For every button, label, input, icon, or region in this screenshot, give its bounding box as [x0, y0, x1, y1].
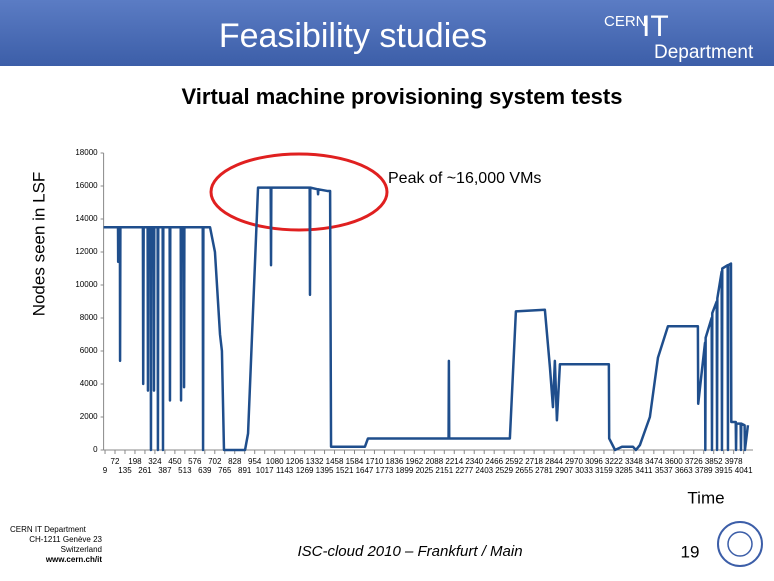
- highlight-ellipse: [209, 152, 389, 232]
- x-tick-label: 2025: [415, 466, 433, 475]
- x-tick-label: 828: [228, 457, 242, 466]
- x-tick-label: 3348: [625, 457, 643, 466]
- x-tick-label: 3159: [595, 466, 613, 475]
- y-tick-label: 4000: [80, 379, 98, 388]
- x-tick-label: 1395: [316, 466, 334, 475]
- x-tick-label: 2529: [495, 466, 513, 475]
- footer-org: CERN IT Department: [10, 525, 87, 534]
- x-tick-label: 3411: [635, 466, 653, 475]
- x-tick-label: 324: [148, 457, 162, 466]
- x-tick-label: 1143: [276, 466, 294, 475]
- x-axis-label: Time: [687, 488, 724, 507]
- logo-cern: CERN: [604, 13, 647, 30]
- y-tick-label: 14000: [75, 214, 98, 223]
- x-tick-label: 387: [158, 466, 172, 475]
- x-tick-label: 3852: [705, 457, 723, 466]
- x-tick-label: 1332: [306, 457, 324, 466]
- y-axis-label: Nodes seen in LSF: [29, 172, 48, 317]
- x-tick-label: 702: [208, 457, 222, 466]
- x-tick-label: 2970: [565, 457, 583, 466]
- x-tick-label: 1458: [326, 457, 344, 466]
- x-tick-label: 1017: [256, 466, 274, 475]
- x-tick-label: 576: [188, 457, 202, 466]
- y-tick-label: 6000: [80, 346, 98, 355]
- x-tick-label: 135: [118, 466, 132, 475]
- x-tick-label: 261: [138, 466, 152, 475]
- x-tick-label: 198: [128, 457, 142, 466]
- x-tick-label: 2718: [525, 457, 543, 466]
- x-tick-label: 1710: [366, 457, 384, 466]
- x-tick-label: 3978: [725, 457, 743, 466]
- x-tick-label: 3726: [685, 457, 703, 466]
- cern-logo-inner: [727, 531, 753, 557]
- x-tick-label: 3285: [615, 466, 633, 475]
- header-band: [0, 0, 774, 66]
- x-tick-label: 3033: [575, 466, 593, 475]
- x-tick-label: 513: [178, 466, 192, 475]
- x-tick-label: 1962: [405, 457, 423, 466]
- x-tick-label: 1899: [395, 466, 413, 475]
- data-line: [103, 186, 750, 452]
- x-tick-label: 1521: [336, 466, 354, 475]
- x-tick-label: 2340: [465, 457, 483, 466]
- x-tick-label: 2592: [505, 457, 523, 466]
- x-tick-label: 3096: [585, 457, 603, 466]
- x-tick-label: 2844: [545, 457, 563, 466]
- x-tick-label: 3537: [655, 466, 673, 475]
- footer-address: CH-1211 Genève 23: [29, 535, 102, 544]
- x-tick-label: 3915: [715, 466, 733, 475]
- x-tick-label: 3663: [675, 466, 693, 475]
- logo-department: Department: [654, 42, 754, 63]
- plot: 0 2000 4000 6000 8000 10000 12000 14000 16000 180…: [75, 148, 753, 475]
- x-tick-label: 2151: [435, 466, 453, 475]
- logo-it: IT: [642, 10, 669, 43]
- x-tick-label: 639: [198, 466, 212, 475]
- x-tick-label: 4041: [735, 466, 753, 475]
- x-tick-label: 891: [238, 466, 252, 475]
- y-tick-label: 2000: [80, 412, 98, 421]
- x-tick-label: 1206: [286, 457, 304, 466]
- x-tick-label: 1269: [296, 466, 314, 475]
- y-tick-label: 18000: [75, 148, 98, 157]
- x-tick-label: 3600: [665, 457, 683, 466]
- page-number: 19: [681, 542, 700, 561]
- x-tick-label: 2781: [535, 466, 553, 475]
- x-tick-label: 2277: [455, 466, 473, 475]
- x-tick-label: 2088: [425, 457, 443, 466]
- x-tick-label: 2214: [445, 457, 463, 466]
- x-tick-label: 1584: [346, 457, 364, 466]
- x-tick-label: 1080: [266, 457, 284, 466]
- x-tick-label: 3222: [605, 457, 623, 466]
- x-tick-label: 450: [168, 457, 182, 466]
- cern-logo: [717, 521, 763, 567]
- x-tick-label: 1836: [386, 457, 404, 466]
- y-tick-label: 10000: [75, 280, 98, 289]
- x-tick-label: 765: [218, 466, 232, 475]
- chart-title: Virtual machine provisioning system test…: [182, 84, 623, 109]
- x-tick-label: 9: [103, 466, 108, 475]
- x-tick-label: 72: [111, 457, 120, 466]
- y-tick-label: 0: [93, 445, 98, 454]
- x-tick-label: 3789: [695, 466, 713, 475]
- y-tick-label: 12000: [75, 247, 98, 256]
- x-tick-label: 2466: [485, 457, 503, 466]
- x-tick-label: 2403: [475, 466, 493, 475]
- y-tick-label: 8000: [80, 313, 98, 322]
- x-tick-label: 954: [248, 457, 262, 466]
- footer-event: ISC-cloud 2010 – Frankfurt / Main: [297, 543, 522, 560]
- x-tick-label: 1647: [356, 466, 374, 475]
- x-tick-label: 2655: [515, 466, 533, 475]
- footer-country: Switzerland: [61, 545, 102, 554]
- footer-url: www.cern.ch/it: [45, 555, 102, 564]
- annotation: Peak of ~16,000 VMs: [388, 170, 541, 187]
- x-tick-label: 1773: [376, 466, 394, 475]
- slide-title: Feasibility studies: [219, 17, 487, 55]
- x-tick-label: 2907: [555, 466, 573, 475]
- y-tick-label: 16000: [75, 181, 98, 190]
- x-tick-label: 3474: [645, 457, 663, 466]
